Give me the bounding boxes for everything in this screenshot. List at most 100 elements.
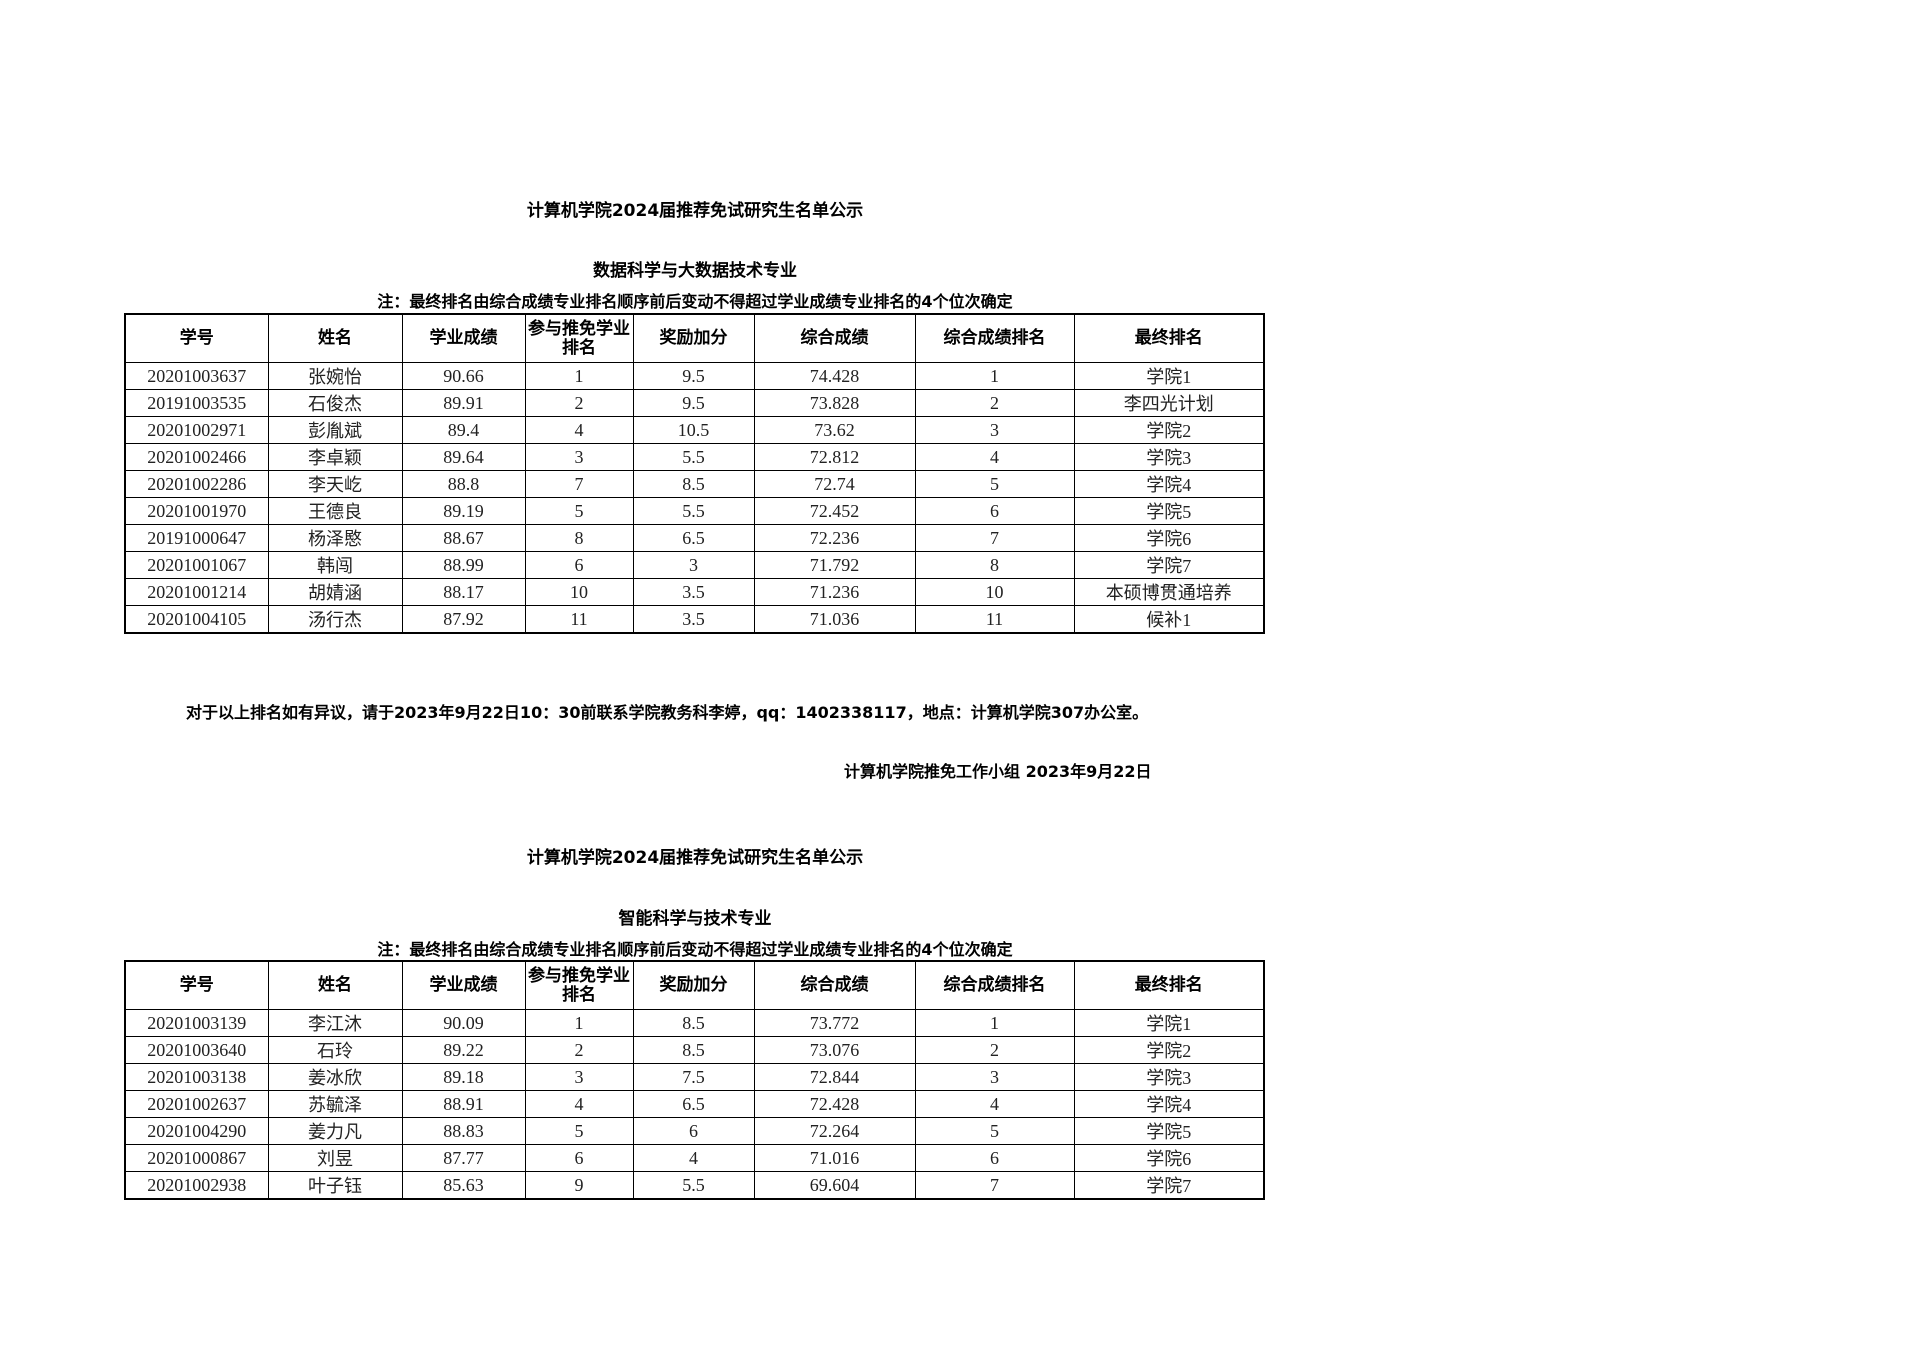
column-header: 奖励加分 (632, 313, 755, 363)
table-cell: 73.076 (753, 1036, 916, 1064)
table-cell: 6 (914, 1144, 1075, 1172)
table-cell: 89.18 (401, 1063, 526, 1091)
column-header: 综合成绩 (753, 960, 916, 1010)
table-row: 20191000647 杨泽愍 88.67 8 6.5 72.236 7 学院6 (124, 524, 1265, 552)
table-cell: 11 (914, 605, 1075, 634)
column-header: 学业成绩 (401, 313, 526, 363)
table-cell: 2 (524, 389, 634, 417)
column-header: 参与推免学业排名 (524, 960, 634, 1010)
table-cell: 9.5 (632, 362, 755, 390)
table-row: 20201000867 刘昱 87.77 6 4 71.016 6 学院6 (124, 1144, 1265, 1172)
table-cell: 李四光计划 (1073, 389, 1265, 417)
table-cell: 5.5 (632, 1171, 755, 1200)
column-header: 学号 (124, 313, 269, 363)
table-cell: 2 (914, 389, 1075, 417)
table-cell: 72.74 (753, 470, 916, 498)
ranking-table-intelligence-science: 学号 姓名 学业成绩 参与推免学业排名 奖励加分 综合成绩 综合成绩排名 最终排名 202010… (124, 960, 1265, 1200)
table-cell: 20201004105 (124, 605, 269, 634)
table-cell: 73.772 (753, 1009, 916, 1037)
column-header: 姓名 (267, 313, 403, 363)
table-cell: 20201003640 (124, 1036, 269, 1064)
section2-title: 计算机学院2024届推荐免试研究生名单公示 (526, 848, 864, 868)
table-cell: 2 (524, 1036, 634, 1064)
column-header: 综合成绩排名 (914, 313, 1075, 363)
table-cell: 杨泽愍 (267, 524, 403, 552)
table-cell: 88.83 (401, 1117, 526, 1145)
table-cell: 6 (524, 1144, 634, 1172)
table-row: 20201004105 汤行杰 87.92 11 3.5 71.036 11 候补1 (124, 605, 1265, 634)
table-cell: 5.5 (632, 497, 755, 525)
table-cell: 胡婧涵 (267, 578, 403, 606)
section2-major: 智能科学与技术专业 (618, 909, 772, 929)
table-cell: 73.62 (753, 416, 916, 444)
table-cell: 7.5 (632, 1063, 755, 1091)
table-cell: 3.5 (632, 578, 755, 606)
table-cell: 7 (914, 1171, 1075, 1200)
table-cell: 20201003138 (124, 1063, 269, 1091)
table-cell: 6 (914, 497, 1075, 525)
table-cell: 5 (914, 1117, 1075, 1145)
table-cell: 学院6 (1073, 1144, 1265, 1172)
table-cell: 89.22 (401, 1036, 526, 1064)
table-cell: 20201002637 (124, 1090, 269, 1118)
table-cell: 5 (524, 497, 634, 525)
table-cell: 1 (524, 1009, 634, 1037)
table-cell: 90.66 (401, 362, 526, 390)
table-row: 20201002637 苏毓泽 88.91 4 6.5 72.428 4 学院4 (124, 1090, 1265, 1118)
table-cell: 李天屹 (267, 470, 403, 498)
table-cell: 20191000647 (124, 524, 269, 552)
table-cell: 5 (524, 1117, 634, 1145)
header-row: 学号 姓名 学业成绩 参与推免学业排名 奖励加分 综合成绩 综合成绩排名 最终排名 (124, 960, 1265, 1010)
table-cell: 学院4 (1073, 470, 1265, 498)
table-cell: 20201004290 (124, 1117, 269, 1145)
table-cell: 学院7 (1073, 551, 1265, 579)
table-cell: 2 (914, 1036, 1075, 1064)
table-cell: 88.8 (401, 470, 526, 498)
table-cell: 10.5 (632, 416, 755, 444)
section2-note: 注：最终排名由综合成绩专业排名顺序前后变动不得超过学业成绩专业排名的4个位次确定 (377, 940, 1013, 959)
table-cell: 20201002971 (124, 416, 269, 444)
table-cell: 20201000867 (124, 1144, 269, 1172)
table-cell: 71.016 (753, 1144, 916, 1172)
table-cell: 72.452 (753, 497, 916, 525)
table-cell: 4 (914, 1090, 1075, 1118)
table-row: 20201001214 胡婧涵 88.17 10 3.5 71.236 10 本硕博贯通培养 (124, 578, 1265, 606)
table-row: 20201003637 张婉怡 90.66 1 9.5 74.428 1 学院1 (124, 362, 1265, 390)
section1-major: 数据科学与大数据技术专业 (593, 261, 797, 281)
table-cell: 6 (632, 1117, 755, 1145)
table-cell: 9.5 (632, 389, 755, 417)
section1-title: 计算机学院2024届推荐免试研究生名单公示 (526, 201, 864, 221)
table-cell: 李江沐 (267, 1009, 403, 1037)
objection-notice: 对于以上排名如有异议，请于2023年9月22日10：30前联系学院教务科李婷，q… (186, 703, 1149, 722)
table-cell: 89.19 (401, 497, 526, 525)
table-cell: 88.99 (401, 551, 526, 579)
table-cell: 8 (914, 551, 1075, 579)
table-cell: 72.844 (753, 1063, 916, 1091)
table-row: 20201002466 李卓颖 89.64 3 5.5 72.812 4 学院3 (124, 443, 1265, 471)
table-cell: 69.604 (753, 1171, 916, 1200)
table-cell: 71.236 (753, 578, 916, 606)
table-cell: 10 (914, 578, 1075, 606)
table-cell: 彭胤斌 (267, 416, 403, 444)
table-cell: 20201003637 (124, 362, 269, 390)
column-header: 综合成绩排名 (914, 960, 1075, 1010)
table-row: 20201002971 彭胤斌 89.4 4 10.5 73.62 3 学院2 (124, 416, 1265, 444)
table-cell: 学院2 (1073, 1036, 1265, 1064)
table-cell: 88.91 (401, 1090, 526, 1118)
table-cell: 学院7 (1073, 1171, 1265, 1200)
column-header: 奖励加分 (632, 960, 755, 1010)
table-cell: 苏毓泽 (267, 1090, 403, 1118)
table-cell: 学院4 (1073, 1090, 1265, 1118)
column-header: 学业成绩 (401, 960, 526, 1010)
table-cell: 学院1 (1073, 362, 1265, 390)
header-row: 学号 姓名 学业成绩 参与推免学业排名 奖励加分 综合成绩 综合成绩排名 最终排名 (124, 313, 1265, 363)
table-cell: 4 (524, 1090, 634, 1118)
table-cell: 20201001067 (124, 551, 269, 579)
table-cell: 姜力凡 (267, 1117, 403, 1145)
table-row: 20201004290 姜力凡 88.83 5 6 72.264 5 学院5 (124, 1117, 1265, 1145)
table-cell: 1 (914, 1009, 1075, 1037)
table-cell: 71.036 (753, 605, 916, 634)
column-header: 参与推免学业排名 (524, 313, 634, 363)
table-cell: 韩闯 (267, 551, 403, 579)
table-cell: 72.812 (753, 443, 916, 471)
